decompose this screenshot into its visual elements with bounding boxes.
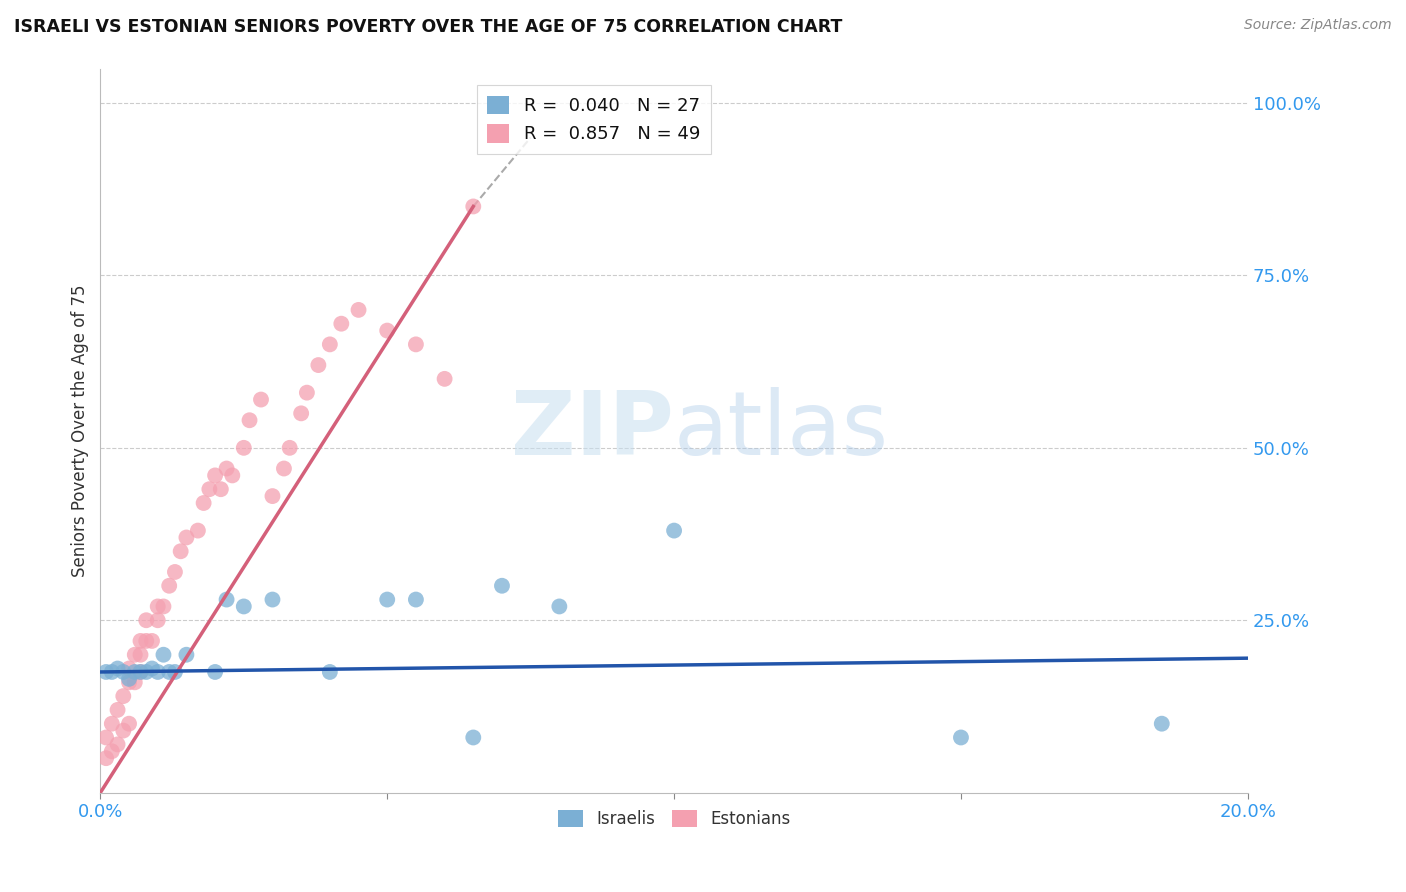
Point [548, 599, 571, 614]
Point [129, 665, 152, 679]
Point [405, 337, 427, 351]
Point [176, 648, 198, 662]
Point [491, 579, 513, 593]
Point [129, 665, 152, 679]
Point [433, 372, 456, 386]
Text: atlas: atlas [673, 387, 889, 474]
Point [170, 544, 193, 558]
Point [295, 385, 318, 400]
Point [146, 599, 169, 614]
Point [215, 461, 238, 475]
Point [319, 337, 342, 351]
Point [193, 496, 215, 510]
Point [101, 665, 124, 679]
Point [112, 689, 135, 703]
Point [232, 441, 254, 455]
Point [307, 358, 329, 372]
Point [107, 703, 129, 717]
Point [215, 592, 238, 607]
Point [250, 392, 273, 407]
Point [157, 579, 180, 593]
Point [124, 665, 146, 679]
Point [375, 324, 398, 338]
Point [135, 613, 157, 627]
Point [163, 665, 186, 679]
Point [278, 441, 301, 455]
Point [163, 565, 186, 579]
Point [176, 531, 198, 545]
Point [146, 665, 169, 679]
Point [1150, 716, 1173, 731]
Point [118, 716, 141, 731]
Point [146, 613, 169, 627]
Point [129, 648, 152, 662]
Point [204, 468, 226, 483]
Point [124, 675, 146, 690]
Point [112, 665, 135, 679]
Point [152, 648, 174, 662]
Point [112, 723, 135, 738]
Point [662, 524, 685, 538]
Point [330, 317, 353, 331]
Point [107, 738, 129, 752]
Point [273, 461, 295, 475]
Point [204, 665, 226, 679]
Point [290, 406, 312, 420]
Text: ISRAELI VS ESTONIAN SENIORS POVERTY OVER THE AGE OF 75 CORRELATION CHART: ISRAELI VS ESTONIAN SENIORS POVERTY OVER… [14, 18, 842, 36]
Point [198, 482, 221, 496]
Point [463, 199, 485, 213]
Y-axis label: Seniors Poverty Over the Age of 75: Seniors Poverty Over the Age of 75 [72, 285, 89, 577]
Point [129, 634, 152, 648]
Point [375, 592, 398, 607]
Point [118, 661, 141, 675]
Point [187, 524, 209, 538]
Point [118, 672, 141, 686]
Point [232, 599, 254, 614]
Point [347, 302, 370, 317]
Point [101, 744, 124, 758]
Point [262, 489, 284, 503]
Point [152, 599, 174, 614]
Point [94, 731, 117, 745]
Point [135, 634, 157, 648]
Point [262, 592, 284, 607]
Point [101, 716, 124, 731]
Point [319, 665, 342, 679]
Point [135, 665, 157, 679]
Point [141, 661, 163, 675]
Point [463, 731, 485, 745]
Text: ZIP: ZIP [512, 387, 673, 474]
Point [949, 731, 972, 745]
Point [238, 413, 260, 427]
Point [405, 592, 427, 607]
Point [209, 482, 232, 496]
Point [221, 468, 243, 483]
Point [124, 648, 146, 662]
Point [157, 665, 180, 679]
Point [94, 665, 117, 679]
Point [141, 634, 163, 648]
Text: Source: ZipAtlas.com: Source: ZipAtlas.com [1244, 18, 1392, 32]
Point [107, 661, 129, 675]
Legend: Israelis, Estonians: Israelis, Estonians [551, 804, 797, 835]
Point [94, 751, 117, 765]
Point [118, 675, 141, 690]
